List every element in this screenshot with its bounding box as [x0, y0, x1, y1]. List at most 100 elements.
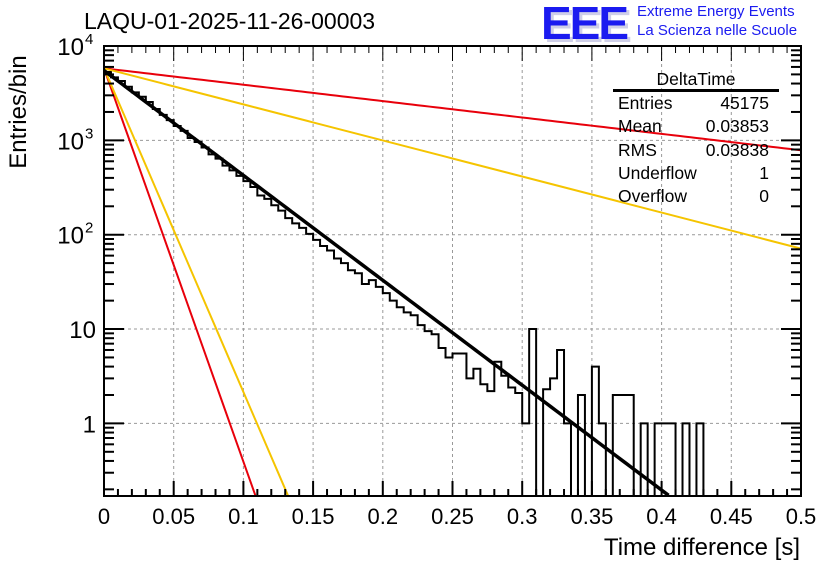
logo-line-2: La Scienza nelle Scuole: [637, 22, 798, 39]
logo-caption: Extreme Energy Events La Scienza nelle S…: [637, 2, 797, 40]
histogram-bin: [195, 142, 202, 496]
histogram-bin: [369, 280, 376, 496]
histogram-bin: [202, 147, 209, 496]
stats-value: 1: [759, 162, 769, 183]
stats-value: 0.03853: [705, 116, 769, 137]
histogram-bin: [348, 270, 355, 496]
histogram-bin: [501, 376, 508, 496]
x-tick-label: 0.3: [507, 504, 538, 529]
y-tick-label: 10: [57, 34, 84, 61]
stats-label: Overflow: [618, 186, 688, 207]
histogram-bin: [411, 315, 418, 496]
stats-label: Underflow: [618, 162, 697, 183]
histogram-bin: [362, 284, 369, 496]
x-tick-label: 0.05: [152, 504, 195, 529]
bound-curve-red-fast: [104, 67, 257, 496]
histogram-bin: [397, 307, 404, 496]
bound-curve-yellow-slow: [104, 67, 801, 250]
histogram-bin: [494, 362, 501, 496]
stats-row-overflow: Overflow 0: [611, 185, 779, 208]
y-tick-label-exponent: 3: [85, 125, 93, 142]
x-tick-label: 0.5: [786, 504, 817, 529]
histogram-bin: [508, 388, 515, 496]
stats-label: Entries: [618, 93, 673, 113]
histogram-bin: [473, 369, 480, 496]
histogram-bin: [459, 354, 466, 496]
histogram-bin: [264, 199, 271, 496]
x-tick-label: 0.1: [228, 504, 259, 529]
histogram-bin: [236, 176, 243, 496]
x-tick-label: 0: [98, 504, 110, 529]
histogram-bin: [376, 287, 383, 496]
histogram-bin: [167, 120, 174, 496]
x-tick-label: 0.35: [570, 504, 613, 529]
histogram-bin: [146, 102, 153, 496]
y-tick-label-exponent: 4: [85, 31, 93, 48]
stats-row-underflow: Underflow 1: [611, 162, 779, 185]
stats-row-entries: Entries 45175: [611, 92, 779, 115]
histogram-bin: [683, 423, 690, 496]
histogram-bin: [578, 395, 585, 496]
stats-title: DeltaTime: [613, 70, 779, 92]
histogram-bin: [515, 393, 522, 496]
histogram-bin: [271, 205, 278, 496]
logo-line-1: Extreme Energy Events: [637, 3, 795, 20]
histogram-bin: [181, 131, 188, 496]
histogram-bin: [432, 334, 439, 496]
histogram-bin: [487, 391, 494, 496]
y-tick-label: 1: [83, 411, 96, 438]
histogram-bin: [446, 357, 453, 496]
x-tick-label: 0.15: [292, 504, 335, 529]
histogram-bin: [620, 395, 627, 496]
histogram-bin: [334, 258, 341, 496]
histogram-bin: [564, 423, 571, 496]
stats-row-rms: RMS 0.03838: [611, 139, 779, 162]
x-tick-label: 0.2: [368, 504, 399, 529]
histogram-bin: [592, 367, 599, 496]
histogram-bin: [439, 348, 446, 496]
stats-value: 0.03838: [705, 139, 769, 160]
histogram-bin: [153, 109, 160, 496]
histogram-bin: [320, 246, 327, 496]
histogram-bin: [529, 329, 536, 496]
histogram-bin: [299, 228, 306, 496]
histogram-bin: [466, 378, 473, 496]
histogram-bin: [285, 218, 292, 496]
stats-value: 0: [759, 186, 769, 207]
histogram-bin: [641, 423, 648, 496]
histogram-bin: [669, 423, 676, 496]
histogram-bin: [125, 87, 132, 496]
histogram-bin: [341, 263, 348, 496]
histogram-bin: [480, 384, 487, 496]
x-tick-label: 0.25: [431, 504, 474, 529]
histogram-bin: [425, 331, 432, 496]
histogram-bin: [174, 126, 181, 496]
histogram-bin: [550, 378, 557, 496]
histogram-bin: [222, 166, 229, 496]
histogram-bin: [355, 273, 362, 496]
histogram-bin: [522, 423, 529, 496]
histogram-bin: [404, 312, 411, 496]
histogram-bin: [453, 354, 460, 496]
y-axis-label: Entries/bin: [5, 55, 32, 169]
histogram-bin: [599, 423, 606, 496]
histogram-bin: [160, 115, 167, 496]
eee-logo: EEE: [541, 0, 629, 49]
histogram-bin: [257, 196, 264, 496]
histogram-bin: [292, 223, 299, 496]
stats-value: 45175: [720, 93, 769, 113]
histogram-bin: [696, 423, 703, 496]
stats-row-mean: Mean 0.03853: [611, 115, 779, 138]
y-tick-label: 10: [57, 223, 84, 250]
histogram-bin: [613, 395, 620, 496]
histogram-bin: [627, 395, 634, 496]
histogram-bin: [390, 301, 397, 496]
y-tick-label-exponent: 2: [85, 220, 93, 237]
stats-label: RMS: [618, 139, 657, 160]
stats-label: Mean: [618, 116, 662, 137]
chart-title: LAQU-01-2025-11-26-00003: [84, 8, 376, 34]
stats-box: DeltaTime Entries 45175 Mean 0.03853 RMS 0.…: [611, 70, 779, 208]
histogram-bin: [132, 92, 139, 496]
fit-curve: [104, 69, 670, 496]
